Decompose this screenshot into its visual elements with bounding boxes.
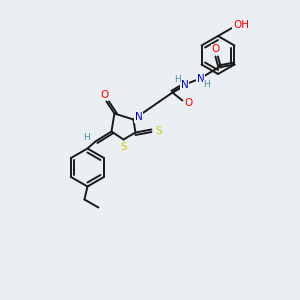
Text: S: S <box>155 125 162 136</box>
Text: N: N <box>135 112 142 122</box>
Text: OH: OH <box>233 20 249 30</box>
Text: N: N <box>181 80 188 91</box>
Text: O: O <box>184 98 193 109</box>
Text: H: H <box>203 80 210 89</box>
Text: O: O <box>211 44 220 55</box>
Text: S: S <box>120 142 127 152</box>
Text: H: H <box>83 133 90 142</box>
Text: H: H <box>174 75 181 84</box>
Text: N: N <box>196 74 204 83</box>
Text: O: O <box>100 89 109 100</box>
